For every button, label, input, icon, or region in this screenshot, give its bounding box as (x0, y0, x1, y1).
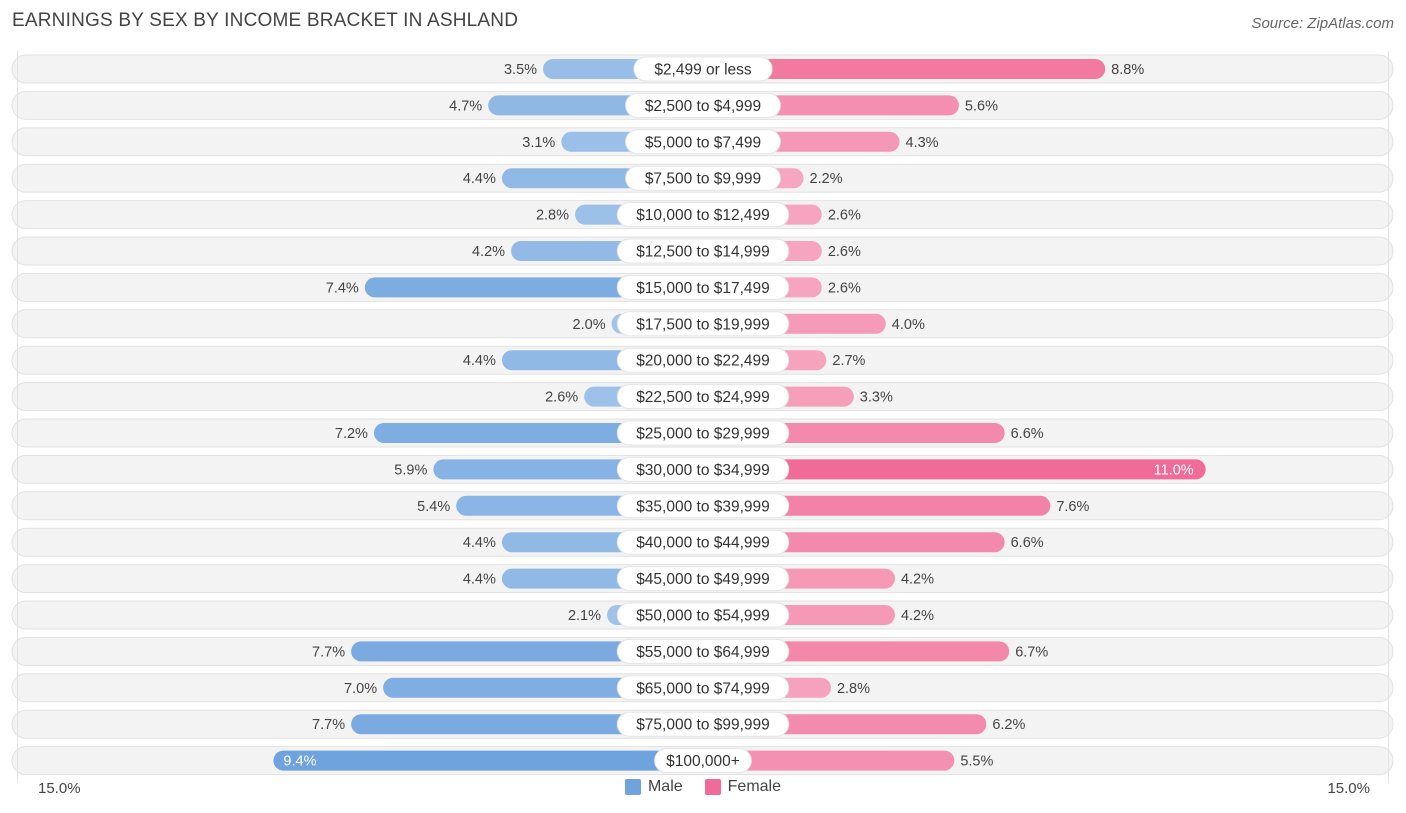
bar-female (703, 59, 1106, 79)
value-label-female: 6.7% (1015, 644, 1048, 660)
category-label: $35,000 to $39,999 (636, 498, 770, 515)
category-pill (616, 420, 790, 446)
category-label: $12,500 to $14,999 (636, 244, 770, 261)
value-label-female: 2.7% (832, 353, 865, 369)
category-label: $75,000 to $99,999 (636, 717, 770, 734)
category-pill (625, 165, 781, 191)
category-pill (616, 638, 790, 664)
category-pill (616, 238, 790, 264)
value-label-female: 4.3% (906, 135, 939, 151)
value-label-male: 2.8% (536, 208, 569, 224)
category-label: $55,000 to $64,999 (636, 644, 770, 661)
value-label-male: 9.4% (283, 754, 316, 770)
value-label-female: 5.5% (960, 754, 993, 770)
category-label: $17,500 to $19,999 (636, 316, 770, 333)
value-label-female: 3.3% (860, 390, 893, 406)
category-pill (654, 748, 752, 774)
legend-label-male: Male (647, 778, 683, 795)
category-pill (616, 274, 790, 300)
category-label: $10,000 to $12,499 (636, 207, 770, 224)
value-label-male: 2.6% (545, 390, 578, 406)
value-label-female: 2.6% (828, 244, 861, 260)
legend-swatch-female (704, 779, 721, 795)
value-label-male: 7.7% (312, 644, 345, 660)
category-pill (625, 129, 781, 155)
value-label-male: 4.4% (463, 171, 496, 187)
value-label-female: 8.8% (1111, 62, 1144, 78)
legend-item-male[interactable]: Male (624, 778, 683, 796)
category-pill (633, 56, 773, 82)
category-label: $2,499 or less (654, 62, 752, 79)
value-label-male: 2.0% (573, 317, 606, 333)
axis-label-right: 15.0% (1327, 780, 1370, 797)
category-label: $25,000 to $29,999 (636, 426, 770, 443)
legend-label-female: Female (727, 778, 782, 795)
value-label-female: 2.2% (810, 171, 843, 187)
category-label: $2,500 to $4,999 (645, 98, 761, 115)
value-label-male: 3.5% (504, 62, 537, 78)
category-label: $65,000 to $74,999 (636, 680, 770, 697)
value-label-male: 7.0% (344, 681, 377, 697)
category-pill (616, 311, 790, 337)
category-pill (616, 602, 790, 628)
value-label-male: 3.1% (522, 135, 555, 151)
value-label-male: 4.4% (463, 535, 496, 551)
legend-item-female[interactable]: Female (704, 778, 782, 796)
value-label-female: 6.6% (1011, 426, 1044, 442)
bar-female (703, 495, 1051, 516)
legend: Male Female (0, 778, 1406, 796)
category-pill (616, 456, 790, 482)
bar-male (351, 641, 703, 662)
value-label-male: 2.1% (568, 608, 601, 624)
category-pill (616, 493, 790, 519)
category-pill (616, 566, 790, 592)
category-label: $30,000 to $34,999 (636, 462, 770, 479)
value-label-female: 4.2% (901, 572, 934, 588)
chart-title: EARNINGS BY SEX BY INCOME BRACKET IN ASH… (12, 10, 519, 31)
legend-swatch-male (624, 779, 641, 795)
category-label: $45,000 to $49,999 (636, 571, 770, 588)
category-label: $15,000 to $17,499 (636, 280, 770, 297)
value-label-male: 5.9% (394, 462, 427, 478)
category-label: $5,000 to $7,499 (645, 134, 761, 151)
value-label-female: 7.6% (1056, 499, 1089, 515)
value-label-female: 2.8% (837, 681, 870, 697)
value-label-male: 4.4% (463, 572, 496, 588)
category-label: $40,000 to $44,999 (636, 535, 770, 552)
value-label-female: 4.2% (901, 608, 934, 624)
value-label-male: 4.2% (472, 244, 505, 260)
category-pill (616, 711, 790, 737)
value-label-female: 5.6% (965, 98, 998, 114)
bar-female (703, 750, 955, 771)
value-label-male: 7.2% (335, 426, 368, 442)
category-label: $100,000+ (666, 753, 740, 770)
axis-label-left: 15.0% (38, 780, 81, 797)
value-label-female: 6.6% (1011, 535, 1044, 551)
value-label-male: 4.4% (463, 353, 496, 369)
category-pill (616, 202, 790, 228)
category-pill (616, 347, 790, 373)
source-credit: Source: ZipAtlas.com (1251, 15, 1394, 32)
category-label: $20,000 to $22,499 (636, 353, 770, 370)
category-label: $7,500 to $9,999 (645, 171, 761, 188)
category-pill (616, 675, 790, 701)
value-label-female: 2.6% (828, 208, 861, 224)
category-pill (616, 529, 790, 555)
category-pill (616, 384, 790, 410)
category-pill (625, 92, 781, 118)
value-label-male: 5.4% (417, 499, 450, 515)
value-label-female: 4.0% (892, 317, 925, 333)
bar-female (703, 459, 1206, 480)
value-label-female: 2.6% (828, 280, 861, 296)
value-label-female: 6.2% (992, 717, 1025, 733)
bar-male (273, 750, 703, 771)
bar-male (351, 714, 703, 735)
value-label-male: 7.4% (326, 280, 359, 296)
category-label: $22,500 to $24,999 (636, 389, 770, 406)
value-label-female: 11.0% (1154, 462, 1194, 478)
value-label-male: 7.7% (312, 717, 345, 733)
category-label: $50,000 to $54,999 (636, 608, 770, 625)
value-label-male: 4.7% (449, 98, 482, 114)
